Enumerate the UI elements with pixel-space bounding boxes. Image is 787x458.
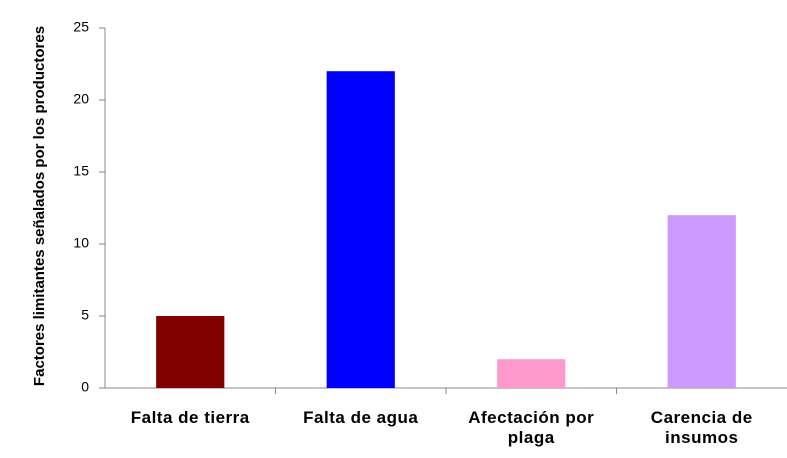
x-tick-label: Falta de tierra xyxy=(130,408,250,427)
bar xyxy=(326,71,395,388)
x-tick-label: Falta de agua xyxy=(303,408,419,427)
x-tick-label: Carencia de insumos xyxy=(650,408,753,447)
y-axis-label: Factores limitantes señalados por los pr… xyxy=(31,25,48,387)
y-tick-label: 5 xyxy=(81,307,89,323)
y-tick-label: 20 xyxy=(73,91,89,107)
bar xyxy=(667,215,736,388)
y-tick-label: 25 xyxy=(73,19,89,35)
y-tick-label: 0 xyxy=(81,379,89,395)
y-tick-label: 15 xyxy=(73,163,89,179)
bar xyxy=(156,316,225,388)
y-tick-label: 10 xyxy=(73,235,89,251)
bar xyxy=(497,359,566,388)
x-tick-label: Afectación por plaga xyxy=(468,408,595,447)
